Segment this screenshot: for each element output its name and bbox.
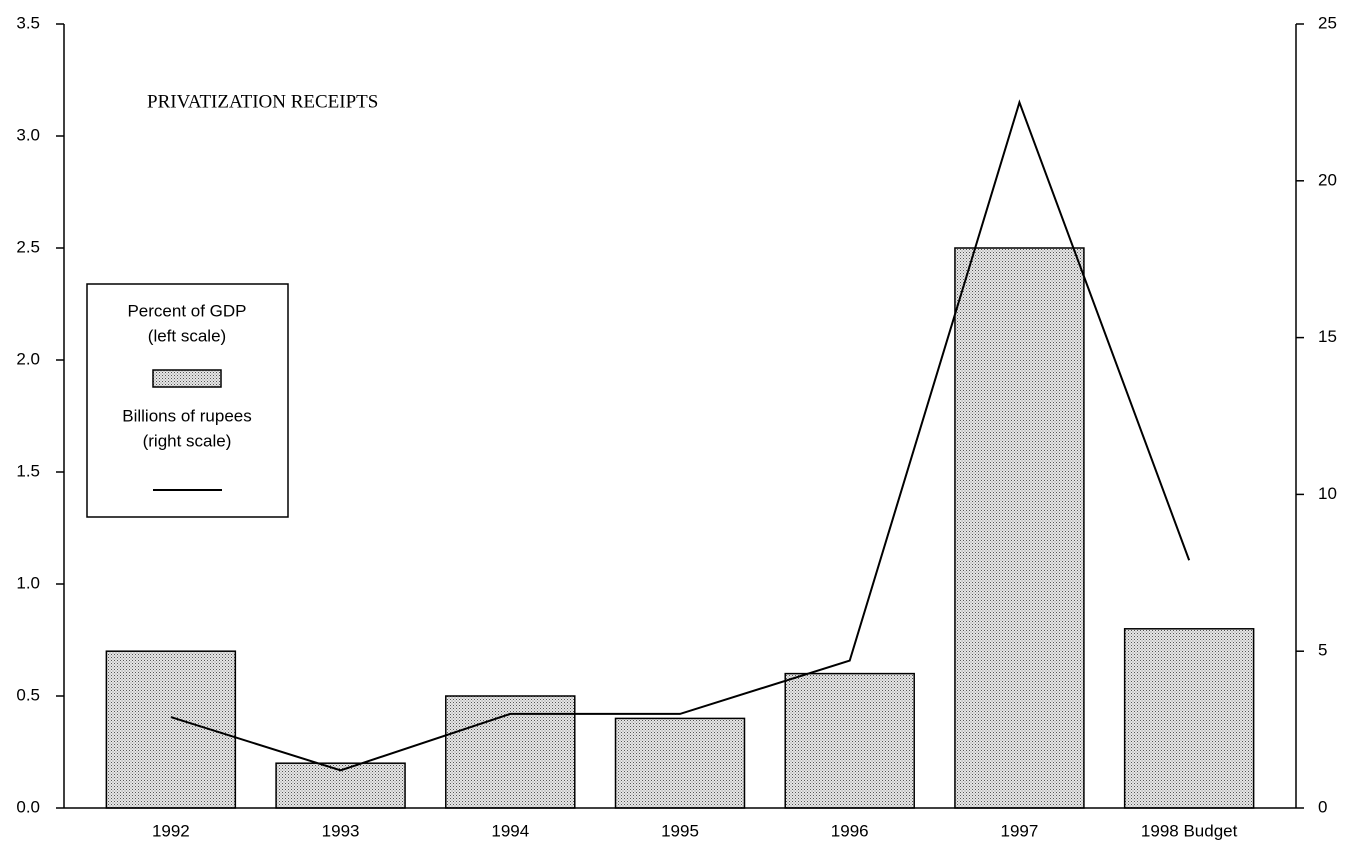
legend-label: (right scale) [143, 431, 232, 450]
y2-tick-label: 10 [1318, 484, 1337, 503]
bar [614, 717, 746, 809]
x-tick-label: 1992 [152, 821, 190, 840]
x-tick-label: 1993 [322, 821, 360, 840]
x-tick-label: 1994 [491, 821, 529, 840]
bar [954, 247, 1085, 809]
chart-title: PRIVATIZATION RECEIPTS [147, 91, 378, 112]
x-tick-label: 1998 Budget [1141, 821, 1238, 840]
y2-tick-label: 25 [1318, 13, 1337, 32]
line [170, 99, 1191, 772]
y2-tick-label: 0 [1318, 797, 1327, 816]
y2-tick-label: 20 [1318, 170, 1337, 189]
y-tick-label: 0.0 [16, 797, 40, 816]
legend-box [86, 283, 289, 518]
y-tick-label: 0.5 [16, 685, 40, 704]
legend-label: (left scale) [148, 326, 226, 345]
bar [1123, 628, 1255, 809]
x-tick-label: 1997 [1001, 821, 1039, 840]
y-tick-label: 3.0 [16, 125, 40, 144]
y-tick-label: 3.5 [16, 13, 40, 32]
x-tick-label: 1996 [831, 821, 869, 840]
bar [105, 650, 237, 809]
y-tick-label: 2.0 [16, 349, 40, 368]
legend-swatch [152, 369, 222, 388]
legend-label: Percent of GDP [127, 301, 246, 320]
bar [445, 695, 576, 809]
y2-tick-label: 15 [1318, 327, 1337, 346]
x-tick-label: 1995 [661, 821, 699, 840]
y-tick-label: 1.0 [16, 573, 40, 592]
y2-tick-label: 5 [1318, 641, 1327, 660]
y-tick-label: 2.5 [16, 237, 40, 256]
legend-label: Billions of rupees [122, 406, 251, 425]
y-tick-label: 1.5 [16, 461, 40, 480]
bar [784, 672, 915, 809]
